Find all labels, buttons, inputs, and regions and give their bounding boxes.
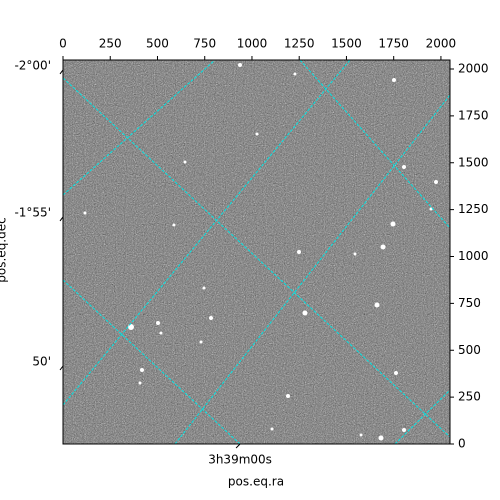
x-tick-label: 1000 — [237, 37, 268, 51]
y-tick-label: 1000 — [458, 249, 489, 263]
dec-tick — [59, 216, 64, 222]
image — [63, 60, 450, 444]
y-tick-label: 1250 — [458, 202, 489, 216]
x-tick-label: 1250 — [284, 37, 315, 51]
ra-tick — [235, 443, 241, 449]
y-tick-label: 2000 — [458, 62, 489, 76]
y-tick-label: 500 — [458, 343, 481, 357]
y-axis-label: pos.eq.dec — [0, 217, 9, 282]
x-tick-label: 250 — [99, 37, 122, 51]
dec-tick-label: 50' — [32, 355, 51, 369]
x-tick-label: 2000 — [426, 37, 457, 51]
y-tick-label: 750 — [458, 296, 481, 310]
y-tick-label: 250 — [458, 390, 481, 404]
dec-tick — [59, 365, 64, 371]
ra-tick-label: 3h39m00s — [208, 453, 272, 467]
plot-frame — [62, 59, 451, 445]
x-axis-label: pos.eq.ra — [228, 475, 284, 489]
x-tick-label: 750 — [193, 37, 216, 51]
dec-tick-label: -2°00' — [14, 58, 51, 72]
dec-tick-label: -1°55' — [14, 205, 51, 219]
x-tick-label: 500 — [146, 37, 169, 51]
x-tick-label: 1500 — [331, 37, 362, 51]
y-tick-label: 1750 — [458, 108, 489, 122]
dec-tick — [59, 69, 64, 75]
y-tick-label: 1500 — [458, 155, 489, 169]
y-tick-label: 0 — [458, 437, 466, 451]
x-tick-label: 1750 — [378, 37, 409, 51]
x-tick-label: 0 — [59, 37, 67, 51]
